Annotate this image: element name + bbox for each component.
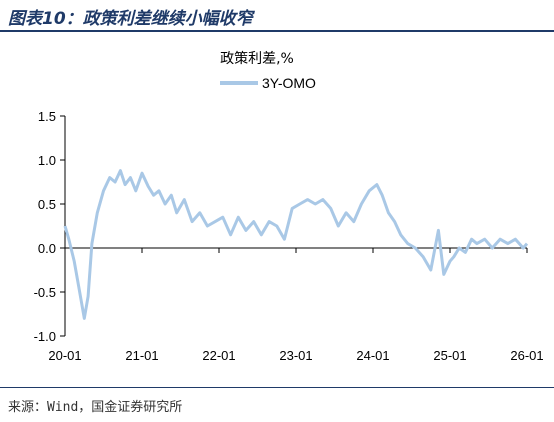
y-tick-label: 1.5	[38, 109, 56, 124]
header-divider	[0, 30, 554, 32]
chart: 政策利差,% 3Y-OMO 1.5 1.0 0.5 0.0 -0.5 -1.0 20-01 2…	[34, 50, 544, 363]
legend: 3Y-OMO	[220, 75, 316, 91]
x-tick-label: 25-01	[433, 348, 466, 363]
chart-title: 政策利差,%	[220, 50, 294, 67]
footer-divider	[0, 387, 554, 388]
x-tick-label: 26-01	[510, 348, 543, 363]
y-tick-label: 0.0	[38, 241, 56, 256]
page-title: 图表10：政策利差继续小幅收窄	[8, 9, 253, 29]
x-tick-label: 24-01	[356, 348, 389, 363]
y-tick-label: 1.0	[38, 153, 56, 168]
y-tick-label: -1.0	[34, 329, 56, 344]
x-tick-label: 23-01	[279, 348, 312, 363]
series-line-3y-omo	[63, 169, 529, 320]
x-tick-label: 22-01	[202, 348, 235, 363]
y-tick-label: -0.5	[34, 285, 56, 300]
y-tick-label: 0.5	[38, 197, 56, 212]
plot-area: 1.5 1.0 0.5 0.0 -0.5 -1.0 20-01 21-01 22-01 23-01…	[34, 109, 544, 363]
source-note: 来源：Wind，国金证券研究所	[8, 400, 183, 415]
x-tick-label: 20-01	[48, 348, 81, 363]
x-tick-label: 21-01	[125, 348, 158, 363]
legend-label: 3Y-OMO	[262, 75, 316, 91]
